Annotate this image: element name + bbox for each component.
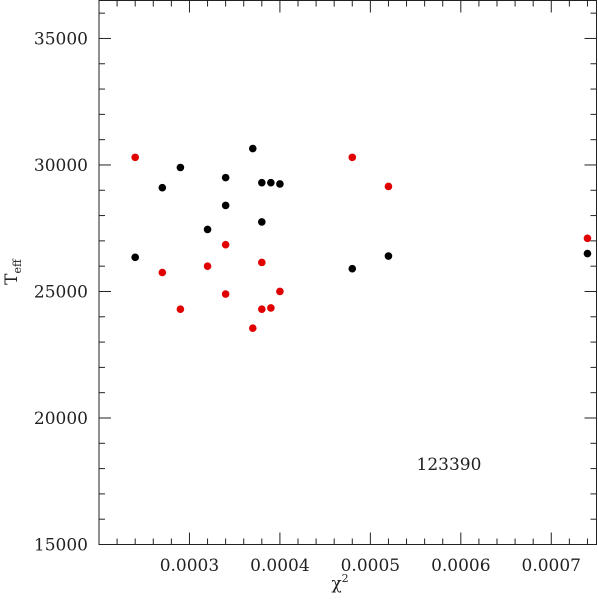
x-tick-label: 0.0004: [250, 556, 309, 576]
data-point: [583, 234, 592, 243]
data-point: [384, 252, 393, 260]
data-point: [583, 249, 592, 258]
data-point: [267, 304, 275, 312]
data-point: [258, 218, 266, 226]
x-tick-label: 0.0005: [341, 556, 400, 576]
data-point: [131, 153, 139, 162]
x-axis-title: χ2: [331, 572, 348, 594]
data-point: [203, 262, 212, 270]
data-point: [258, 305, 266, 313]
data-point: [221, 173, 230, 182]
y-tick-label: 20000: [34, 409, 88, 429]
x-tick-label: 0.0006: [431, 556, 490, 576]
axis-ticks: [98, 0, 597, 545]
annotation-label: 123390: [417, 455, 482, 475]
data-points: [131, 144, 592, 332]
data-point: [158, 183, 167, 192]
y-axis-title: Teff: [2, 258, 24, 285]
data-point: [176, 305, 185, 313]
data-point: [221, 240, 230, 249]
axis-tick-labels: 0.0003 0.0004 0.0005 0.0006 0.0007 15000 20000…: [34, 29, 581, 576]
y-tick-label: 15000: [34, 536, 88, 556]
data-point: [248, 144, 257, 153]
data-point: [276, 180, 284, 188]
x-tick-label: 0.0003: [160, 556, 219, 576]
data-point: [131, 253, 139, 262]
data-point: [267, 178, 275, 187]
data-point: [348, 264, 357, 273]
y-tick-label: 30000: [34, 156, 88, 176]
data-point: [258, 178, 266, 187]
data-point: [221, 290, 230, 298]
data-point: [384, 182, 393, 191]
data-point: [248, 324, 257, 332]
plot-frame: [98, 0, 597, 545]
y-tick-label: 35000: [34, 29, 88, 49]
data-point: [348, 153, 357, 162]
data-point: [276, 287, 284, 296]
data-point: [221, 201, 230, 210]
data-point: [258, 258, 266, 267]
data-point: [176, 163, 185, 172]
x-tick-label: 0.0007: [522, 556, 581, 576]
data-point: [158, 268, 167, 277]
y-tick-label: 25000: [34, 282, 88, 302]
data-point: [203, 225, 212, 234]
